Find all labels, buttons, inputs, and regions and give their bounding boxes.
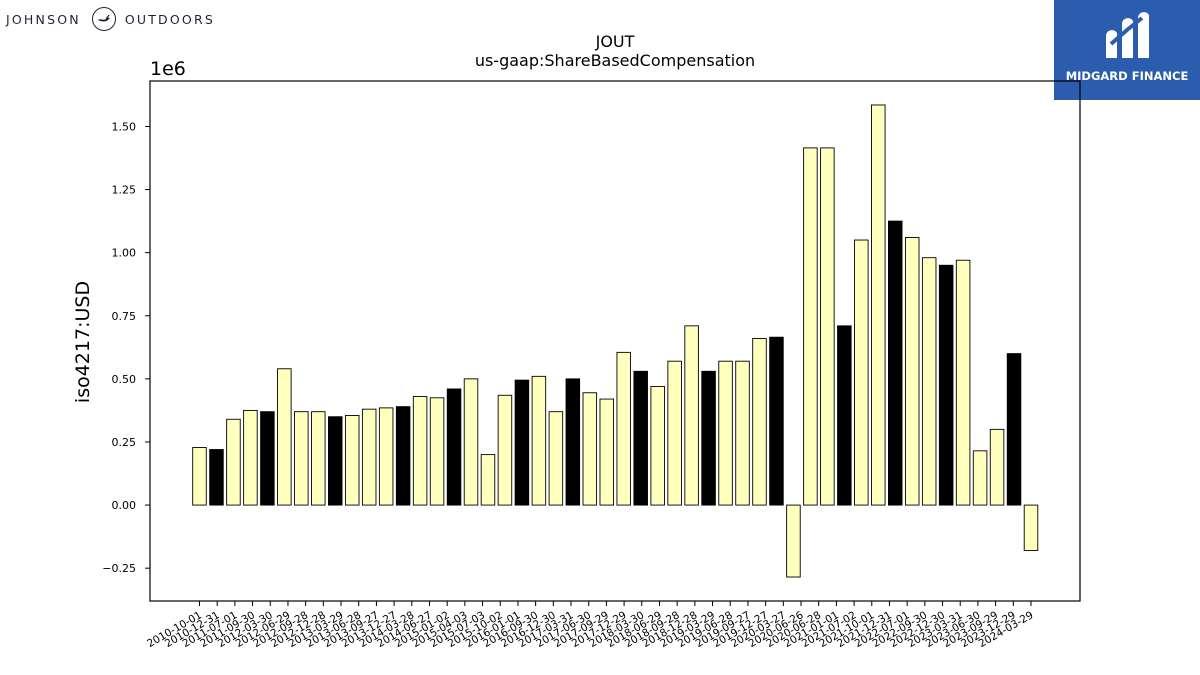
bar-quarterly-42	[904, 237, 920, 506]
bar-quarterly-47	[989, 428, 1005, 506]
bar-quarterly-0	[192, 447, 207, 506]
bar-annual-38	[837, 325, 852, 506]
bar-quarterly-23	[582, 392, 598, 506]
bar-quarterly-5	[277, 368, 292, 506]
bar-quarterly-35	[786, 504, 801, 578]
bar-quarterly-3	[243, 409, 258, 506]
bar-quarterly-11	[378, 407, 394, 506]
midgard-m-icon	[1106, 12, 1149, 58]
bar-annual-1	[209, 449, 224, 506]
bar-quarterly-20	[531, 375, 547, 506]
logo-text-outdoors: OUTDOORS	[124, 11, 215, 27]
johnson-outdoors-logo: JOHNSON OUTDOORS	[6, 4, 215, 34]
plot-frame	[149, 80, 1081, 602]
bar-quarterly-21	[548, 411, 564, 506]
y-axis-label: iso4217:USD	[72, 281, 94, 403]
bar-annual-26	[633, 370, 648, 506]
bar-quarterly-6	[294, 411, 309, 506]
bar-annual-15	[446, 388, 462, 506]
y-tick-label: 0.50	[112, 373, 137, 386]
bar-quarterly-40	[871, 104, 886, 506]
bar-quarterly-33	[752, 338, 767, 506]
logo-text-johnson: JOHNSON	[6, 11, 81, 27]
y-tick-label: 0.25	[112, 436, 137, 449]
midgard-finance-name: MIDGARD FINANCE	[1065, 69, 1189, 83]
bar-quarterly-2	[226, 418, 241, 506]
bar-annual-30	[701, 370, 716, 506]
chart-title-block: JOUT us-gaap:ShareBasedCompensation	[150, 32, 1080, 70]
bar-quarterly-45	[955, 259, 971, 506]
bar-quarterly-36	[803, 147, 818, 506]
y-tick-label: 1.00	[112, 247, 137, 260]
bar-quarterly-31	[718, 360, 733, 506]
bar-quarterly-9	[344, 415, 360, 506]
bar-quarterly-24	[599, 398, 615, 506]
y-tick-label: 1.50	[112, 120, 137, 133]
bar-quarterly-17	[480, 454, 496, 506]
bar-quarterly-25	[616, 351, 631, 506]
bar-quarterly-27	[650, 385, 665, 506]
bar-annual-19	[514, 379, 530, 506]
bar-annual-22	[565, 378, 581, 506]
y-offset-label: 1e6	[150, 58, 186, 80]
bar-quarterly-39	[854, 239, 869, 506]
bar-quarterly-14	[429, 397, 445, 506]
y-tick-label: 0.75	[112, 310, 137, 323]
bar-annual-4	[260, 411, 275, 506]
bar-quarterly-28	[667, 360, 682, 506]
chart-title: JOUT	[595, 32, 635, 51]
bar-annual-41	[888, 220, 903, 506]
bar-quarterly-32	[735, 360, 750, 506]
y-tick-label: −0.25	[102, 562, 136, 575]
bar-annual-12	[395, 406, 411, 506]
x-axis-ticks: 2010-10-012010-12-312011-07-012011-09-30…	[145, 601, 1036, 650]
bar-quarterly-49	[1023, 504, 1039, 551]
bar-quarterly-7	[311, 411, 326, 506]
y-axis-ticks: −0.25 0.00 0.25 0.50 0.75 1.00 1.25 1.50	[102, 120, 150, 575]
y-tick-label: 0.00	[112, 499, 137, 512]
bar-quarterly-46	[972, 450, 988, 506]
bar-quarterly-10	[361, 408, 377, 506]
bar-annual-34	[769, 336, 784, 506]
bar-quarterly-29	[684, 325, 699, 506]
bar-quarterly-37	[820, 147, 835, 506]
bar-annual-8	[328, 416, 343, 506]
bar-annual-48	[1006, 353, 1022, 506]
bar-quarterly-16	[463, 378, 479, 506]
bar-annual-44	[938, 264, 954, 506]
chart-subtitle: us-gaap:ShareBasedCompensation	[474, 51, 756, 70]
bar-series	[192, 104, 1039, 578]
bar-quarterly-18	[497, 394, 513, 506]
bar-quarterly-43	[921, 257, 937, 506]
y-tick-label: 1.25	[112, 184, 137, 197]
midgard-finance-logo: MIDGARD FINANCE	[1054, 0, 1200, 100]
duck-circle-icon	[91, 7, 116, 31]
bar-quarterly-13	[412, 396, 428, 506]
